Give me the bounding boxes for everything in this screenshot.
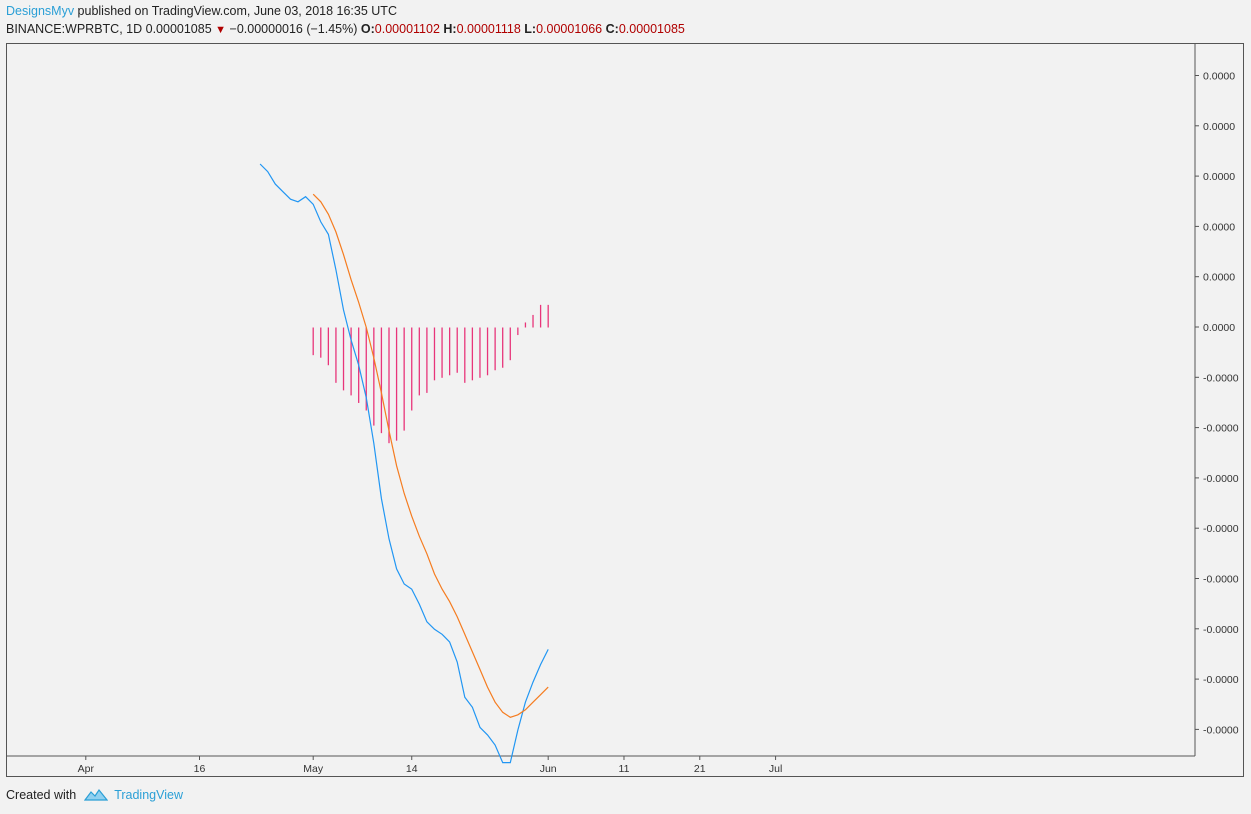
low-label: L: [524, 22, 537, 36]
publish-info: DesignsMyv published on TradingView.com,… [6, 4, 397, 18]
macd-line[interactable] [259, 163, 549, 764]
close-label: C: [605, 22, 619, 36]
y-tick-label: -0.0000 [1203, 473, 1239, 485]
open-value: 0.00001102 [374, 22, 440, 36]
macd-chart[interactable]: 0.0000 0.0000 0.0000 0.0000 0.0000 0.0000 -0.0… [7, 44, 1243, 776]
symbol-label: BINANCE:WPRBTC, 1D [6, 22, 143, 36]
signal-line[interactable] [312, 193, 549, 718]
footer: Created with TradingView [6, 788, 183, 802]
x-tick-label: 21 [694, 763, 706, 775]
close-value: 0.00001085 [618, 22, 685, 36]
y-tick-label: 0.0000 [1203, 171, 1235, 183]
author-link[interactable]: DesignsMyv [6, 4, 75, 18]
y-tick-label: 0.0000 [1203, 221, 1235, 233]
x-tick-label: 16 [194, 763, 206, 775]
tradingview-logo-icon[interactable] [84, 788, 109, 802]
symbol-info: BINANCE:WPRBTC, 1D 0.00001085 ▼ −0.00000… [6, 22, 685, 36]
y-tick-label: 0.0000 [1203, 272, 1235, 284]
tradingview-link[interactable]: TradingView [114, 788, 183, 802]
price-change: −0.00000016 (−1.45%) [229, 22, 358, 36]
y-tick-label: 0.0000 [1203, 322, 1235, 334]
down-arrow-icon: ▼ [215, 24, 227, 36]
y-tick-label: -0.0000 [1203, 423, 1239, 435]
y-tick-label: -0.0000 [1203, 372, 1239, 384]
x-tick-label: 11 [619, 763, 630, 775]
y-tick-label: 0.0000 [1203, 121, 1235, 133]
y-tick-label: -0.0000 [1203, 724, 1239, 736]
y-tick-label: -0.0000 [1203, 523, 1239, 535]
created-with-label: Created with [6, 788, 77, 802]
x-tick-label: Jun [540, 763, 557, 775]
y-tick-label: -0.0000 [1203, 574, 1239, 586]
y-tick-label: 0.0000 [1203, 71, 1235, 83]
y-tick-label: -0.0000 [1203, 624, 1239, 636]
y-tick-label: -0.0000 [1203, 674, 1239, 686]
high-value: 0.00001118 [456, 22, 521, 36]
published-text: published on TradingView.com, June 03, 2… [74, 4, 397, 18]
last-price: 0.00001085 [145, 22, 212, 36]
chart-frame[interactable]: 0.0000 0.0000 0.0000 0.0000 0.0000 0.0000 -0.0… [6, 43, 1244, 777]
high-label: H: [443, 22, 457, 36]
x-tick-label: May [303, 763, 324, 775]
open-label: O: [360, 22, 375, 36]
x-tick-label: Apr [78, 763, 95, 775]
x-tick-label: Jul [769, 763, 782, 775]
x-tick-label: 14 [406, 763, 418, 775]
low-value: 0.00001066 [536, 22, 603, 36]
